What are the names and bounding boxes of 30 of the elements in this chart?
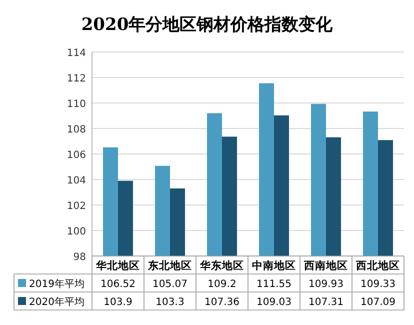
y-tick-label: 100 (66, 226, 86, 238)
x-tick-label: 华东地区 (199, 259, 244, 272)
data-label: 109.2 (208, 279, 236, 290)
x-tick-label: 东北地区 (147, 259, 192, 272)
legend-label: 2020年平均 (29, 296, 84, 308)
data-label: 109.03 (256, 297, 292, 308)
x-tick-label: 西南地区 (303, 259, 348, 272)
data-label: 107.31 (308, 297, 344, 308)
data-label: 109.33 (360, 279, 396, 290)
data-label: 107.09 (360, 297, 396, 308)
data-label: 106.52 (100, 279, 136, 290)
data-label: 103.3 (156, 297, 184, 308)
y-tick-label: 102 (66, 201, 86, 212)
y-tick-label: 114 (66, 48, 86, 59)
y-tick-label: 106 (66, 150, 86, 161)
data-label: 107.36 (204, 297, 240, 308)
data-label: 109.93 (308, 279, 344, 290)
x-tick-label: 华北地区 (95, 259, 140, 272)
y-tick-label: 112 (66, 74, 86, 84)
legend-label: 2019年平均 (29, 278, 84, 290)
y-tick-label: 104 (66, 176, 86, 186)
y-tick-label: 108 (66, 124, 86, 136)
y-tick-label: 98 (73, 252, 86, 263)
data-label: 103.9 (104, 297, 132, 308)
x-tick-label: 西北地区 (355, 259, 400, 272)
chart-title: 2020年分地区钢材价格指数变化 (81, 15, 334, 35)
y-tick-label: 110 (66, 99, 86, 110)
data-label: 105.07 (152, 279, 188, 290)
x-tick-label: 中南地区 (252, 259, 296, 272)
data-label: 111.55 (256, 279, 292, 290)
